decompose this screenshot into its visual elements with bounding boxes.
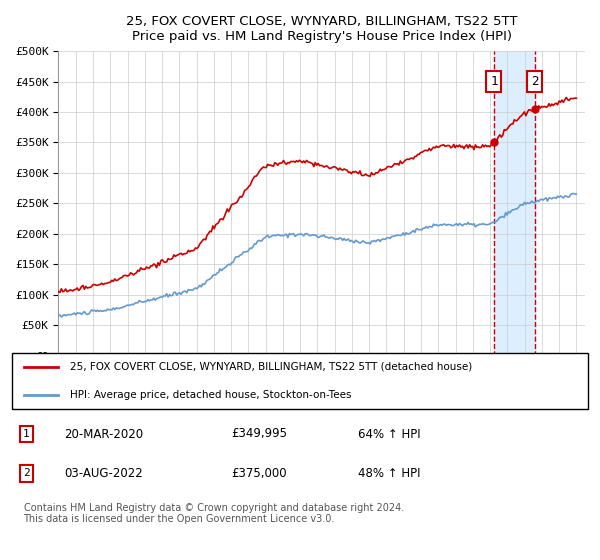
- Text: 48% ↑ HPI: 48% ↑ HPI: [358, 466, 420, 480]
- Text: 20-MAR-2020: 20-MAR-2020: [64, 427, 143, 441]
- Text: 03-AUG-2022: 03-AUG-2022: [64, 466, 143, 480]
- Text: 2: 2: [23, 468, 30, 478]
- Text: 1: 1: [490, 75, 497, 88]
- Text: Contains HM Land Registry data © Crown copyright and database right 2024.
This d: Contains HM Land Registry data © Crown c…: [23, 503, 404, 525]
- Text: HPI: Average price, detached house, Stockton-on-Tees: HPI: Average price, detached house, Stoc…: [70, 390, 351, 400]
- Bar: [494, 51, 535, 356]
- Text: £349,995: £349,995: [231, 427, 287, 441]
- FancyBboxPatch shape: [12, 353, 588, 409]
- Text: 25, FOX COVERT CLOSE, WYNYARD, BILLINGHAM, TS22 5TT (detached house): 25, FOX COVERT CLOSE, WYNYARD, BILLINGHA…: [70, 362, 472, 372]
- Text: 1: 1: [23, 429, 30, 439]
- Text: £375,000: £375,000: [231, 466, 287, 480]
- Text: 2: 2: [531, 75, 538, 88]
- Title: 25, FOX COVERT CLOSE, WYNYARD, BILLINGHAM, TS22 5TT
Price paid vs. HM Land Regis: 25, FOX COVERT CLOSE, WYNYARD, BILLINGHA…: [126, 15, 517, 43]
- Text: 64% ↑ HPI: 64% ↑ HPI: [358, 427, 420, 441]
